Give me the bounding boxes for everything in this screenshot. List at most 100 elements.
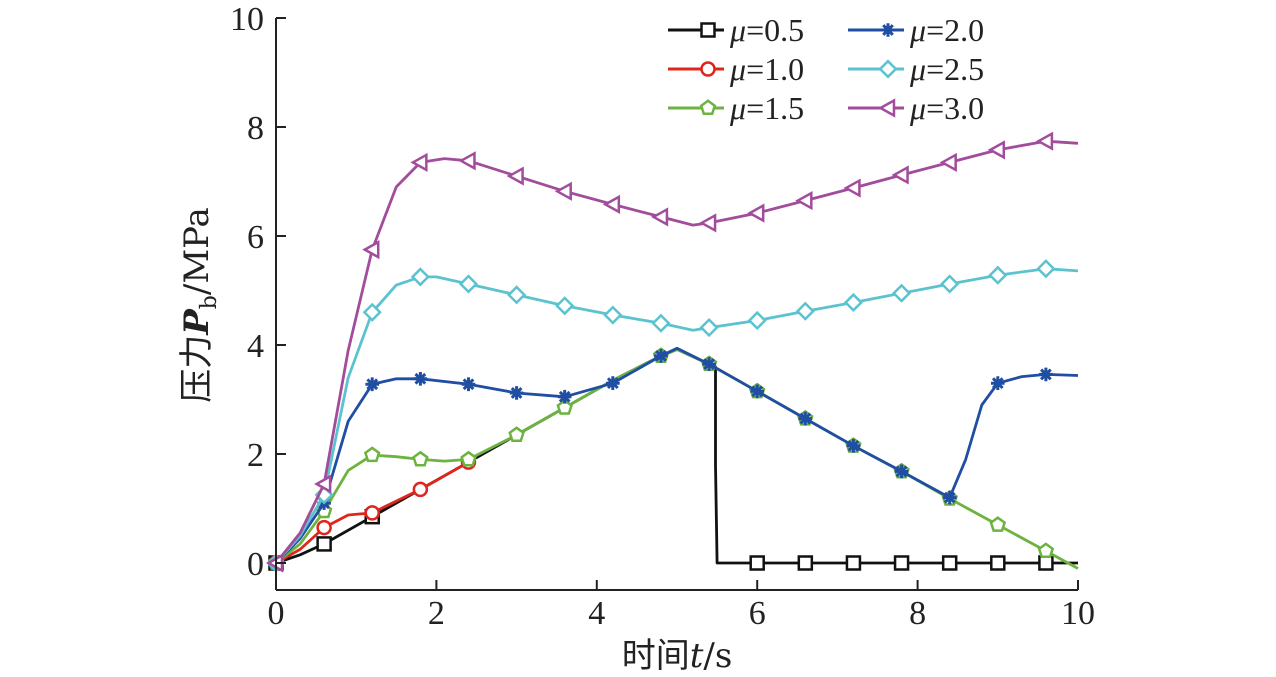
series-0 — [268, 347, 1078, 571]
legend-item: μ=1.0 — [668, 51, 804, 87]
series-2 — [267, 347, 1079, 571]
data-point — [1039, 367, 1053, 382]
legend-item: μ=3.0 — [848, 90, 984, 126]
legend-label: μ=2.0 — [909, 12, 984, 48]
axes: 0 2 4 6 8 10 0 2 4 6 8 10 — [230, 1, 1095, 632]
data-point — [991, 376, 1005, 390]
series-line — [274, 267, 1079, 564]
legend-swatch-marker — [878, 59, 898, 79]
data-point — [602, 194, 621, 214]
data-point — [412, 450, 429, 467]
legend-swatch-marker — [881, 23, 895, 37]
data-point — [314, 474, 332, 494]
legend-item: μ=1.5 — [668, 90, 804, 126]
data-point — [988, 265, 1008, 285]
data-point — [987, 140, 1006, 160]
data-point — [942, 490, 957, 505]
data-point — [699, 213, 717, 233]
data-point — [750, 384, 764, 399]
data-point — [990, 555, 1006, 571]
data-point — [846, 439, 861, 453]
legend-label: μ=0.5 — [729, 12, 804, 48]
data-point — [460, 450, 477, 467]
data-point — [410, 267, 430, 287]
legend-item: μ=0.5 — [668, 12, 804, 48]
legend-swatch-marker — [877, 98, 896, 118]
plot-series — [265, 131, 1079, 573]
data-point — [316, 536, 332, 552]
data-point — [508, 426, 525, 442]
y-tick-label: 0 — [247, 546, 264, 583]
data-point — [939, 152, 957, 173]
y-tick-label: 4 — [247, 328, 264, 365]
legend-label: μ=3.0 — [909, 90, 984, 126]
legend-swatch-marker — [699, 99, 717, 116]
legend: μ=0.5μ=1.0μ=1.5 μ=2.0μ=2.5μ=3.0 — [668, 12, 984, 126]
data-point — [651, 313, 671, 333]
data-point — [702, 357, 716, 371]
data-point — [843, 178, 861, 198]
data-point — [461, 377, 476, 392]
series-3 — [269, 346, 1079, 570]
data-point — [554, 181, 572, 201]
data-point — [747, 310, 767, 331]
data-point — [1037, 542, 1055, 559]
data-point — [557, 389, 572, 404]
y-axis-title: 压力Pb/MPa — [177, 207, 222, 403]
y-tick-label: 10 — [230, 1, 264, 38]
data-point — [509, 386, 524, 400]
axis-ticks: 0 2 4 6 8 10 0 2 4 6 8 10 — [230, 1, 1095, 632]
x-tick-label: 4 — [588, 595, 605, 632]
x-axis-title: 时间t/s — [622, 636, 733, 676]
x-tick-label: 8 — [909, 595, 926, 632]
data-point — [555, 296, 575, 316]
data-point — [363, 446, 381, 463]
data-point — [413, 372, 428, 386]
data-point — [506, 166, 524, 186]
data-point — [940, 274, 960, 294]
data-point — [606, 376, 620, 390]
y-tick-label: 2 — [247, 437, 264, 474]
data-point — [893, 555, 910, 571]
legend-label: μ=2.5 — [909, 51, 984, 87]
series-4 — [266, 259, 1079, 573]
x-tick-label: 6 — [749, 595, 766, 632]
y-tick-label: 6 — [247, 219, 264, 256]
data-point — [749, 555, 765, 571]
data-point — [891, 283, 912, 303]
data-point — [798, 411, 813, 426]
data-point — [941, 555, 958, 571]
data-point — [1038, 555, 1054, 571]
data-point — [1036, 259, 1056, 279]
y-tick-label: 8 — [247, 110, 264, 147]
data-point — [410, 152, 428, 173]
data-point — [556, 398, 573, 415]
data-point — [362, 240, 380, 260]
data-point — [699, 317, 719, 338]
data-point — [795, 190, 813, 211]
data-point — [843, 292, 864, 313]
legend-item: μ=2.0 — [848, 12, 984, 48]
data-point — [650, 207, 669, 227]
series-line — [275, 347, 1079, 570]
data-point — [603, 305, 623, 325]
x-tick-label: 10 — [1061, 595, 1095, 632]
data-point — [507, 285, 527, 305]
legend-swatch-marker — [700, 61, 716, 77]
data-point — [845, 555, 862, 571]
data-point — [364, 505, 380, 521]
data-point — [654, 349, 668, 363]
data-point — [747, 203, 765, 223]
data-point — [1035, 131, 1054, 151]
data-point — [412, 481, 429, 498]
legend-swatch-marker — [700, 22, 716, 38]
data-point — [458, 151, 476, 171]
x-tick-label: 0 — [268, 595, 285, 632]
data-point — [362, 302, 382, 322]
legend-label: μ=1.5 — [729, 90, 804, 126]
data-point — [894, 464, 909, 479]
data-point — [458, 274, 479, 294]
data-point — [989, 516, 1007, 532]
data-point — [797, 555, 814, 571]
